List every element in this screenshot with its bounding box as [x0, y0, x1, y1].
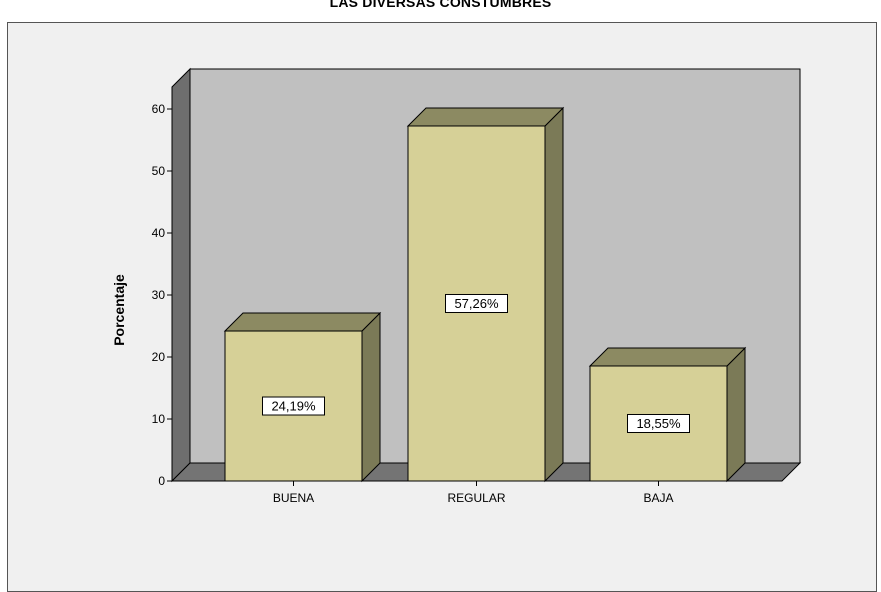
y-tick-label: 0: [158, 474, 165, 488]
x-axis-labels: BUENA REGULAR BAJA: [273, 481, 674, 505]
bar-buena: 24,19%: [223, 311, 382, 483]
y-tick-label: 10: [152, 412, 166, 426]
data-label-box: [445, 293, 508, 313]
data-label: 18,55%: [636, 416, 681, 431]
data-label: 57,26%: [454, 296, 499, 311]
y-tick-label: 60: [152, 102, 166, 116]
x-tick-label: BAJA: [643, 491, 673, 505]
bar-side: [544, 106, 564, 483]
y-tick-label: 50: [152, 164, 166, 178]
y-axis-label: Porcentaje: [111, 274, 127, 346]
chart-title: LAS DIVERSAS CONSTUMBRES: [329, 0, 552, 10]
y-tick-label: 20: [152, 350, 166, 364]
bars-group: 24,19% 57,26% 18,55%: [223, 106, 747, 483]
bar-baja: 18,55%: [588, 346, 747, 483]
bar-top: [223, 312, 382, 332]
data-label-box: [627, 413, 690, 433]
data-label: 24,19%: [271, 399, 316, 414]
bar-side: [726, 346, 746, 483]
bar-regular: 57,26%: [406, 106, 565, 483]
data-label-box: [262, 396, 325, 416]
left-wall: [171, 67, 191, 483]
x-tick-label: REGULAR: [447, 491, 505, 505]
y-axis: 0 10 20 30 40 50 60: [152, 102, 173, 488]
bar-top: [406, 107, 565, 127]
y-tick-label: 40: [152, 226, 166, 240]
bar-front: [589, 365, 728, 482]
bar-side: [361, 311, 381, 483]
x-tick-label: BUENA: [273, 491, 314, 505]
bar-top: [588, 347, 747, 367]
y-tick-label: 30: [152, 288, 166, 302]
